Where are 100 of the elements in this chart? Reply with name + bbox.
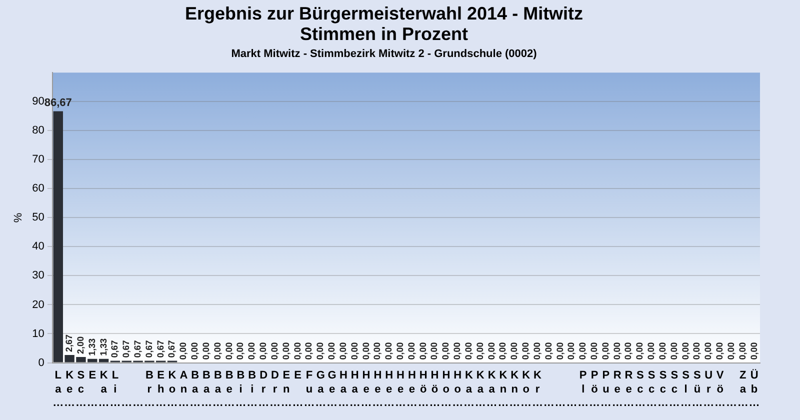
data-label: 0,00	[589, 342, 600, 360]
x-tick-label: Ur…	[703, 370, 714, 410]
y-tick-label: 20	[32, 298, 44, 311]
x-tick-label: Sü…	[692, 370, 703, 410]
x-tick-label: Hö…	[418, 370, 429, 410]
data-label: 0,00	[680, 342, 690, 360]
x-tick-label: Pö…	[589, 370, 600, 410]
x-tick-label: Ha…	[338, 370, 349, 410]
data-label: 0,00	[657, 342, 668, 360]
data-label: 0,00	[258, 342, 268, 360]
data-label: 0,00	[748, 342, 759, 360]
data-label: 0,00	[418, 342, 428, 360]
x-tick-label: Sc…	[657, 370, 668, 410]
x-tick-label: Ka…	[98, 370, 110, 410]
data-label: 0,00	[463, 342, 474, 360]
data-label: 0,67	[155, 340, 166, 358]
x-tick-label: …	[566, 397, 578, 410]
data-label: 0,00	[703, 342, 714, 360]
data-label: 0,00	[280, 342, 291, 360]
y-axis-title: %	[12, 212, 25, 223]
data-label: 0,00	[406, 342, 416, 360]
data-label: 86,67	[44, 96, 72, 109]
data-label: 0,00	[372, 342, 382, 360]
y-tick-label: 50	[32, 212, 44, 224]
data-label: 0,00	[737, 342, 748, 360]
x-tick-label: …	[726, 397, 737, 410]
data-label: 0,00	[360, 342, 371, 360]
category-label: E …	[292, 370, 304, 410]
data-label: 1,33	[98, 338, 108, 356]
bar	[98, 358, 109, 362]
data-label: 0,00	[486, 342, 496, 360]
data-label: 0,00	[178, 342, 188, 360]
x-tick-label: Ha…	[349, 370, 360, 410]
x-tick-label: …	[121, 397, 132, 410]
x-tick-label: …	[132, 397, 144, 410]
data-label: 0,00	[668, 342, 679, 360]
x-tick-label: An…	[178, 370, 190, 410]
x-tick-label: Ba…	[212, 370, 224, 410]
data-label: 1,33	[86, 338, 97, 356]
y-tick-label: 70	[32, 154, 44, 166]
x-tick-label: Sc…	[634, 370, 646, 410]
x-tick-label: Ko…	[520, 370, 532, 410]
x-tick-label: Eh…	[155, 370, 166, 410]
x-tick-label: Ke…	[64, 370, 76, 410]
data-label: 0,00	[394, 342, 405, 360]
y-tick-label: 60	[32, 182, 44, 195]
data-label: 0,00	[600, 342, 610, 360]
data-label: 0,00	[532, 342, 542, 360]
data-label: 0,00	[714, 342, 725, 360]
data-label: 0,00	[578, 342, 588, 360]
data-label: 0,00	[520, 342, 531, 360]
x-tick-label: La…	[52, 370, 64, 410]
x-tick-label: Üb…	[748, 368, 760, 410]
x-tick-label: Sc…	[75, 370, 86, 410]
x-tick-label: Kr…	[532, 370, 543, 410]
x-tick-label: He…	[372, 370, 384, 410]
data-label: 0,67	[132, 340, 143, 358]
x-tick-label: Sl…	[680, 370, 692, 410]
x-tick-label: Sc…	[668, 370, 680, 410]
x-tick-label: Fu…	[304, 370, 315, 410]
x-tick-label: He…	[406, 370, 418, 410]
data-label: 0,00	[623, 342, 634, 360]
x-tick-label: Vö…	[714, 370, 726, 410]
data-label: 0,00	[338, 342, 348, 360]
x-tick-label: Dr…	[269, 370, 280, 410]
x-tick-label: Ge…	[326, 370, 338, 410]
x-tick-label: He…	[395, 370, 406, 410]
y-tick-label: 90	[32, 96, 44, 108]
x-tick-label: Pu…	[600, 370, 612, 410]
data-label: 0,00	[315, 342, 326, 360]
data-label: 0,00	[440, 342, 451, 360]
data-label: 0,00	[692, 342, 702, 360]
x-tick-label: Za…	[737, 370, 748, 410]
x-tick-label: Kn…	[498, 370, 509, 410]
data-label: 0,00	[646, 342, 656, 360]
y-tick-label: 40	[32, 240, 44, 253]
data-label: 2,00	[75, 336, 86, 354]
x-tick-label: Ho…	[452, 370, 464, 410]
data-label: 0,00	[634, 342, 645, 360]
x-tick-label: …	[543, 397, 554, 410]
x-tick-label: Re…	[612, 370, 623, 410]
data-label: 0,00	[235, 342, 246, 360]
x-tick-label: Ga…	[315, 370, 326, 410]
data-label: 0,00	[212, 342, 222, 360]
data-label: 0,00	[246, 342, 257, 360]
x-tick-label: Ho…	[440, 370, 452, 410]
data-label: 0,00	[474, 342, 485, 360]
x-tick-label: Ba…	[201, 370, 212, 410]
data-label: 0,00	[509, 342, 520, 360]
chart-subtitle: Markt Mitwitz - Stimmbezirk Mitwitz 2 - Grundschule (0002)	[231, 48, 538, 60]
x-tick-label: Ba…	[190, 370, 201, 410]
text: Ergebnis zur Bürgermeisterwahl 2014 - Mitwitz	[184, 3, 584, 24]
data-label: 0,00	[304, 342, 314, 360]
x-tick-label: Ka…	[463, 370, 474, 410]
x-tick-label: Bi…	[246, 370, 258, 410]
x-tick-label: Li…	[110, 370, 121, 410]
data-label: 0,67	[121, 340, 132, 358]
data-label: 0,00	[190, 342, 200, 360]
x-tick-label: Bi…	[235, 370, 246, 410]
x-tick-label: Br…	[144, 370, 155, 410]
